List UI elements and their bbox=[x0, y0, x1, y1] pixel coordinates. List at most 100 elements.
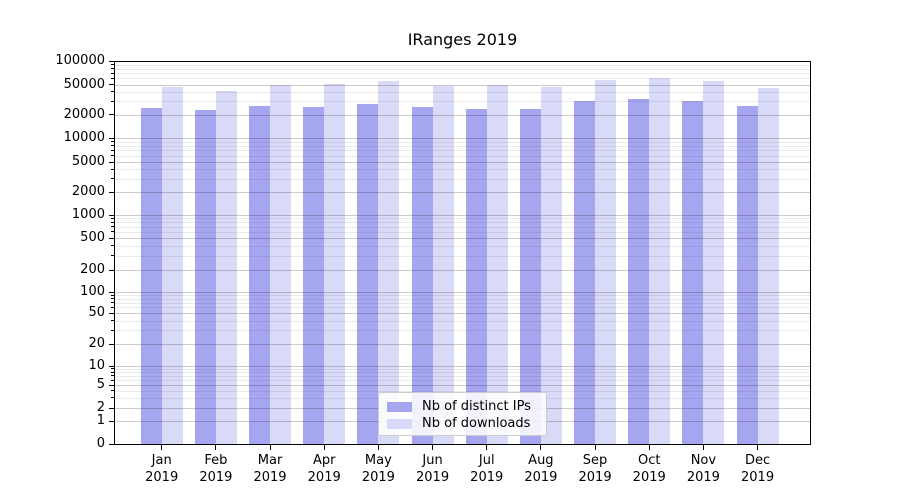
bar-sep-2019-nb-of-downloads bbox=[595, 80, 617, 444]
major-gridline bbox=[115, 138, 810, 139]
y-tick-mark bbox=[109, 420, 114, 422]
y-minor-tick-mark bbox=[111, 302, 114, 304]
y-minor-tick-mark bbox=[111, 145, 114, 147]
minor-gridline bbox=[115, 298, 810, 300]
bar-jun-2019-nb-of-downloads bbox=[432, 85, 454, 444]
y-tick-mark bbox=[109, 443, 114, 445]
x-tick-mark bbox=[323, 445, 325, 450]
bar-dec-2019-nb-of-distinct-ips bbox=[736, 106, 758, 444]
bar-may-2019-nb-of-distinct-ips bbox=[357, 103, 379, 444]
y-minor-tick-mark bbox=[111, 100, 114, 102]
x-tick-label-jan-2019: Jan 2019 bbox=[145, 453, 179, 485]
bar-jul-2019-nb-of-downloads bbox=[486, 84, 508, 444]
minor-gridline bbox=[115, 255, 810, 257]
y-minor-tick-mark bbox=[111, 397, 114, 399]
bar-sep-2019-nb-of-distinct-ips bbox=[574, 101, 596, 444]
minor-gridline bbox=[115, 169, 810, 171]
major-gridline bbox=[115, 238, 810, 239]
major-gridline bbox=[115, 114, 810, 116]
bar-apr-2019-nb-of-downloads bbox=[324, 83, 346, 444]
minor-gridline bbox=[115, 145, 810, 147]
y-tick-mark bbox=[109, 60, 114, 62]
x-tick-label-jul-2019: Jul 2019 bbox=[470, 453, 504, 485]
x-tick-mark bbox=[269, 445, 271, 450]
y-minor-tick-mark bbox=[111, 178, 114, 180]
minor-gridline bbox=[115, 330, 810, 332]
y-tick-label: 5 bbox=[96, 377, 105, 392]
y-tick-mark bbox=[109, 365, 114, 367]
y-minor-tick-mark bbox=[111, 390, 114, 392]
legend-label: Nb of downloads bbox=[422, 416, 531, 431]
bar-jan-2019-nb-of-downloads bbox=[161, 86, 183, 444]
x-tick-label-sep-2019: Sep 2019 bbox=[578, 453, 612, 485]
x-tick-label-oct-2019: Oct 2019 bbox=[632, 453, 666, 485]
y-tick-label: 50 bbox=[88, 305, 105, 320]
y-minor-tick-mark bbox=[111, 149, 114, 151]
plot-area: Nb of distinct IPs Nb of downloads bbox=[114, 61, 811, 445]
x-tick-mark bbox=[757, 445, 759, 450]
y-tick-mark bbox=[109, 384, 114, 386]
x-tick-mark bbox=[377, 445, 379, 450]
bar-nov-2019-nb-of-downloads bbox=[703, 80, 725, 444]
x-tick-label-apr-2019: Apr 2019 bbox=[307, 453, 341, 485]
major-gridline bbox=[115, 84, 810, 86]
y-minor-tick-mark bbox=[111, 72, 114, 74]
bar-jan-2019-nb-of-distinct-ips bbox=[140, 108, 162, 444]
bar-nov-2019-nb-of-distinct-ips bbox=[682, 100, 704, 444]
x-tick-mark bbox=[702, 445, 704, 450]
y-tick-mark bbox=[109, 343, 114, 345]
y-minor-tick-mark bbox=[111, 306, 114, 308]
legend-label: Nb of distinct IPs bbox=[422, 399, 531, 414]
y-minor-tick-mark bbox=[111, 217, 114, 219]
y-tick-label: 1000 bbox=[71, 207, 105, 222]
minor-gridline bbox=[115, 368, 810, 370]
minor-gridline bbox=[115, 150, 810, 152]
y-tick-label: 2 bbox=[96, 400, 105, 415]
major-gridline bbox=[115, 366, 810, 367]
y-tick-label: 20 bbox=[88, 336, 105, 351]
minor-gridline bbox=[115, 307, 810, 309]
minor-gridline bbox=[115, 320, 810, 322]
x-tick-mark bbox=[215, 445, 217, 450]
y-tick-label: 100 bbox=[80, 284, 105, 299]
minor-gridline bbox=[115, 155, 810, 157]
y-tick-mark bbox=[109, 214, 114, 216]
y-tick-mark bbox=[109, 161, 114, 163]
major-gridline bbox=[115, 344, 810, 345]
y-minor-tick-mark bbox=[111, 245, 114, 247]
y-minor-tick-mark bbox=[111, 226, 114, 228]
x-tick-label-mar-2019: Mar 2019 bbox=[253, 453, 287, 485]
minor-gridline bbox=[115, 218, 810, 220]
major-gridline bbox=[115, 385, 810, 386]
minor-gridline bbox=[115, 295, 810, 297]
legend: Nb of distinct IPs Nb of downloads bbox=[378, 392, 547, 436]
y-tick-mark bbox=[109, 312, 114, 314]
y-minor-tick-mark bbox=[111, 320, 114, 322]
x-tick-label-feb-2019: Feb 2019 bbox=[199, 453, 233, 485]
x-tick-label-dec-2019: Dec 2019 bbox=[741, 453, 775, 485]
minor-gridline bbox=[115, 390, 810, 392]
legend-swatch bbox=[387, 401, 412, 412]
y-minor-tick-mark bbox=[111, 168, 114, 170]
bar-oct-2019-nb-of-distinct-ips bbox=[628, 98, 650, 444]
minor-gridline bbox=[115, 68, 810, 70]
y-tick-label: 500 bbox=[80, 230, 105, 245]
minor-gridline bbox=[115, 245, 810, 247]
y-tick-label: 10000 bbox=[63, 130, 105, 145]
bar-mar-2019-nb-of-downloads bbox=[270, 84, 292, 444]
bar-aug-2019-nb-of-downloads bbox=[540, 86, 562, 444]
major-gridline bbox=[115, 313, 810, 314]
legend-entry-nb-of-downloads: Nb of downloads bbox=[379, 415, 546, 432]
y-tick-mark bbox=[109, 114, 114, 116]
y-tick-mark bbox=[109, 84, 114, 85]
bar-jun-2019-nb-of-distinct-ips bbox=[411, 106, 433, 444]
minor-gridline bbox=[115, 178, 810, 180]
y-minor-tick-mark bbox=[111, 368, 114, 370]
minor-gridline bbox=[115, 372, 810, 374]
bar-apr-2019-nb-of-distinct-ips bbox=[303, 107, 325, 444]
x-tick-label-may-2019: May 2019 bbox=[361, 453, 395, 485]
minor-gridline bbox=[115, 141, 810, 143]
y-tick-mark bbox=[109, 291, 114, 293]
bar-mar-2019-nb-of-distinct-ips bbox=[249, 106, 271, 444]
